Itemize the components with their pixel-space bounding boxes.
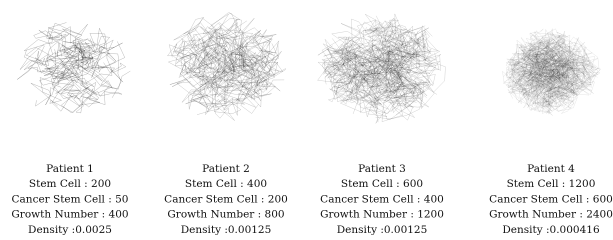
network-edges	[17, 23, 130, 113]
cell-network	[318, 14, 446, 123]
panel-caption-line: Growth Number : 800	[167, 209, 284, 221]
panel-caption-line: Growth Number : 400	[11, 209, 128, 221]
cell-network	[503, 29, 601, 116]
panel-caption-line: Density :0.000416	[502, 224, 600, 236]
panel-caption-line: Density :0.0025	[28, 224, 112, 236]
panel-caption-line: Stem Cell : 1200	[507, 178, 596, 190]
panel-caption-line: Cancer Stem Cell : 400	[320, 193, 444, 205]
panel-title: Patient 3	[358, 163, 406, 175]
panel-caption-line: Density :0.00125	[181, 224, 272, 236]
panel-caption-line: Growth Number : 2400	[489, 209, 613, 221]
network-edges	[318, 14, 446, 123]
panel-caption-line: Growth Number : 1200	[320, 209, 444, 221]
cell-network	[168, 13, 286, 121]
figure: Patient 1 Stem Cell : 200 Cancer Stem Cell…	[0, 0, 613, 240]
panel-title: Patient 2	[202, 163, 250, 175]
panel-caption-line: Cancer Stem Cell : 600	[489, 193, 613, 205]
panel-caption-line: Cancer Stem Cell : 200	[164, 193, 288, 205]
panel-title: Patient 1	[46, 163, 94, 175]
panel-caption-line: Cancer Stem Cell : 50	[12, 193, 129, 205]
panel-title: Patient 4	[527, 163, 575, 175]
panel-caption-line: Stem Cell : 600	[341, 178, 423, 190]
network-edges	[168, 13, 286, 121]
panel-caption-line: Stem Cell : 200	[29, 178, 111, 190]
panel-caption-line: Stem Cell : 400	[185, 178, 267, 190]
network-edges	[503, 29, 601, 116]
panel-caption-line: Density :0.00125	[337, 224, 428, 236]
cell-network	[17, 23, 130, 113]
